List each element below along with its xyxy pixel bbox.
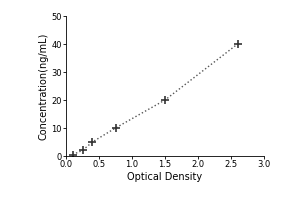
X-axis label: Optical Density: Optical Density — [128, 172, 202, 182]
Y-axis label: Concentration(ng/mL): Concentration(ng/mL) — [38, 32, 48, 140]
